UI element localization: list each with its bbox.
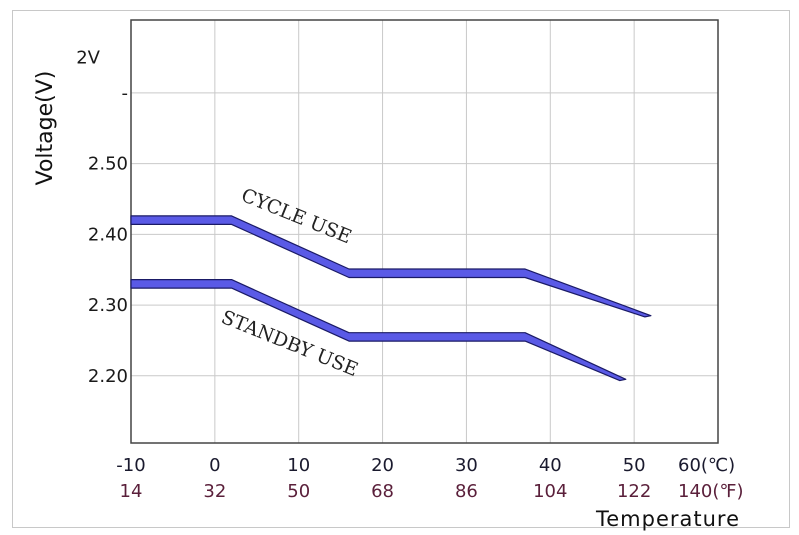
y-tick-label: 2.40 bbox=[88, 224, 128, 245]
y-tick-label: 2.30 bbox=[88, 295, 128, 316]
x-tick-label-celsius: 20 bbox=[371, 455, 394, 476]
y-tick-labels: 2V - 2.50 2.40 2.30 2.20 bbox=[76, 47, 128, 386]
grid bbox=[131, 20, 718, 443]
series-label-standby-use: STANDBY USE bbox=[218, 306, 361, 381]
y-tick-label: 2.50 bbox=[88, 154, 128, 175]
x-tick-label-fahrenheit: 122 bbox=[617, 481, 651, 502]
x-tick-label-fahrenheit: 68 bbox=[371, 481, 394, 502]
x-axis-label: Temperature bbox=[595, 507, 740, 531]
series-bands bbox=[130, 215, 652, 382]
series-band-standby-use bbox=[130, 279, 627, 382]
series-label-cycle-use: CYCLE USE bbox=[238, 184, 354, 248]
x-tick-label-fahrenheit: 86 bbox=[455, 481, 478, 502]
x-tick-label-celsius: 30 bbox=[455, 455, 478, 476]
x-tick-label-celsius: 60(℃) bbox=[678, 455, 735, 476]
x-tick-label-celsius: 40 bbox=[539, 455, 562, 476]
x-tick-label-celsius: 0 bbox=[209, 455, 220, 476]
y-tick-label: 2V bbox=[76, 47, 100, 68]
y-tick-label: - bbox=[122, 83, 129, 104]
plot-border bbox=[130, 19, 719, 444]
x-tick-label-fahrenheit: 32 bbox=[203, 481, 226, 502]
x-tick-label-celsius: 50 bbox=[623, 455, 646, 476]
y-tick-label: 2.20 bbox=[88, 366, 128, 387]
x-tick-label-celsius: -10 bbox=[116, 455, 145, 476]
x-tick-label-fahrenheit: 50 bbox=[287, 481, 310, 502]
x-tick-label-fahrenheit: 14 bbox=[120, 481, 143, 502]
x-tick-labels: -10 14 0 32 10 50 20 68 30 86 40 104 50 122 60(℃) 140(℉… bbox=[116, 455, 743, 502]
series-band-cycle-use bbox=[130, 215, 652, 318]
x-tick-label-fahrenheit: 140(℉) bbox=[678, 481, 744, 502]
x-tick-label-fahrenheit: 104 bbox=[533, 481, 567, 502]
y-axis-label: Voltage(V) bbox=[33, 71, 58, 186]
x-tick-label-celsius: 10 bbox=[287, 455, 310, 476]
